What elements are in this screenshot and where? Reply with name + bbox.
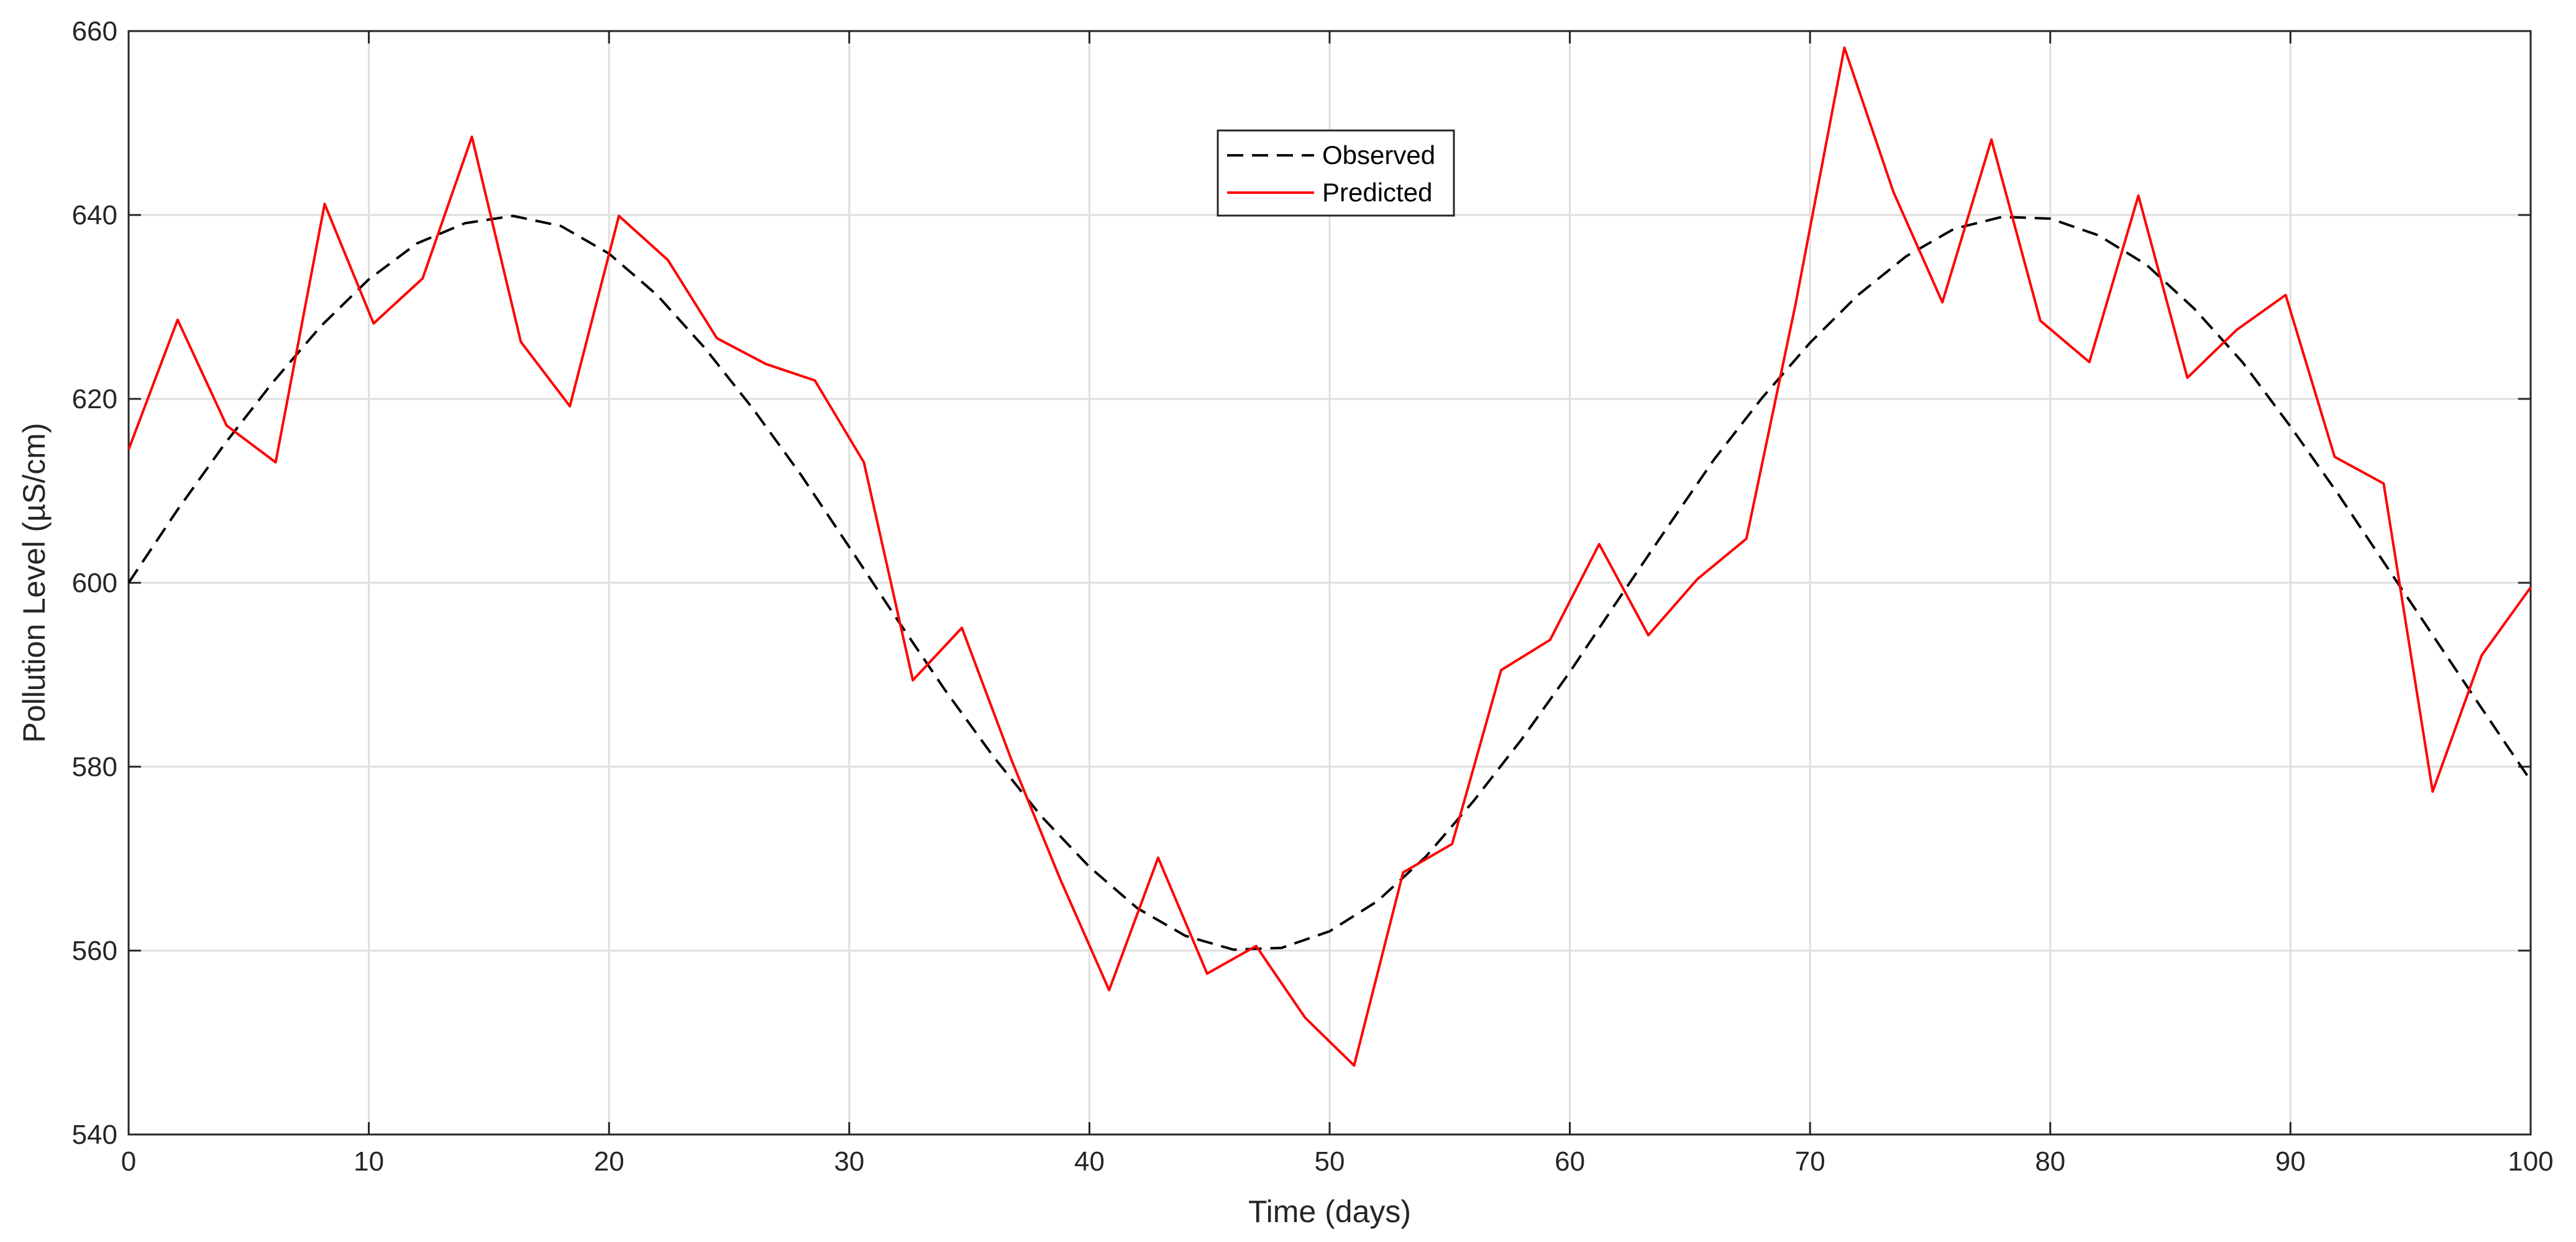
x-tick-label: 60 <box>1555 1146 1585 1177</box>
x-tick-label: 90 <box>2275 1146 2306 1177</box>
y-tick-label: 540 <box>72 1120 117 1150</box>
x-tick-label: 80 <box>2035 1146 2065 1177</box>
y-axis-label: Pollution Level (µS/cm) <box>17 422 52 742</box>
y-tick-label: 580 <box>72 752 117 782</box>
x-tick-label: 100 <box>2508 1146 2553 1177</box>
series-line-predicted <box>127 46 2532 1067</box>
x-tick-label: 50 <box>1315 1146 1345 1177</box>
x-axis-label: Time (days) <box>1248 1194 1411 1229</box>
x-tick-label: 0 <box>121 1146 136 1177</box>
legend-predicted-label: Predicted <box>1322 178 1432 207</box>
legend-observed-label: Observed <box>1322 140 1435 170</box>
x-tick-label: 20 <box>594 1146 624 1177</box>
axis-ticks: 0 10 20 30 40 50 60 70 80 90 100 540 560 580 600 620 640… <box>72 16 2554 1177</box>
series-lines <box>127 46 2532 1067</box>
y-tick-label: 660 <box>72 16 117 47</box>
legend-box <box>1217 129 1455 217</box>
x-tick-label: 40 <box>1074 1146 1105 1177</box>
x-tick-label: 30 <box>834 1146 864 1177</box>
x-tick-label: 10 <box>354 1146 384 1177</box>
y-tick-label: 640 <box>72 200 117 231</box>
y-tick-label: 620 <box>72 384 117 414</box>
y-tick-label: 560 <box>72 936 117 966</box>
series-line-observed <box>127 214 2532 951</box>
x-tick-label: 70 <box>1795 1146 1825 1177</box>
legend: Observed Predicted <box>1217 129 1455 217</box>
y-tick-label: 600 <box>72 568 117 598</box>
